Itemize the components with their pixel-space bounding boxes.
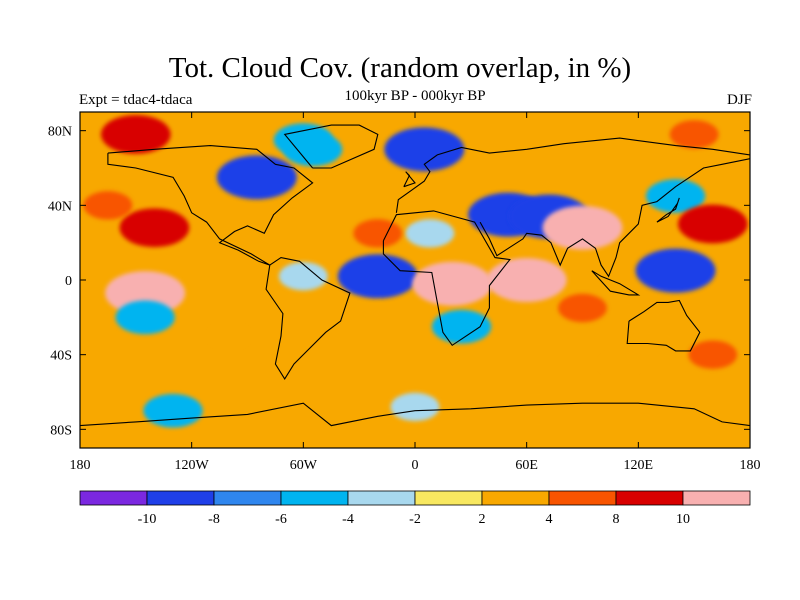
colorbar-swatch-9 [682,490,751,506]
contour-region-28 [431,309,492,344]
lon-tick-label: 60W [290,458,318,473]
colorbar-swatch-0 [79,490,148,506]
contour-region-8 [645,179,706,213]
contour-region-9 [337,254,418,299]
lat-tick-label: 40N [48,199,72,214]
colorbar-label: 4 [546,512,553,527]
contour-region-23 [101,114,171,154]
contour-region-26 [209,324,249,348]
colorbar-label: 10 [676,512,690,527]
coastline-2 [382,210,511,347]
contour-region-15 [115,300,175,335]
contour-region-19 [353,219,403,248]
lat-tick-label: 0 [65,274,72,289]
contour-regions [83,114,748,428]
lon-tick-label: 60E [515,458,538,473]
coastline-9 [591,270,641,296]
contour-region-16 [119,208,190,248]
lon-tick-label: 120E [624,458,654,473]
coastline-6 [283,124,379,169]
contour-region-6 [542,205,623,250]
lon-tick-label: 180 [740,458,761,473]
map-title: Tot. Cloud Cov. (random overlap, in %) [168,52,632,84]
colorbar-swatch-4 [347,490,416,506]
contour-region-3 [384,127,465,172]
contour-region-10 [278,262,328,291]
colorbar-label: -10 [138,512,157,527]
contour-region-2 [273,123,333,157]
colorbar-label: -6 [275,512,287,527]
contour-region-13 [412,261,493,306]
colorbar-swatch-7 [548,490,617,506]
contour-region-21 [143,393,203,428]
colorbar-label: -4 [342,512,354,527]
map-axes: 80N 40N 0 40S 80S 180 120W 60W 0 60E 120E 180 [48,112,761,473]
season-label: DJF [726,92,752,108]
coastline-3 [395,137,750,213]
coastlines [80,124,750,427]
lon-tick-label: 180 [70,458,91,473]
contour-region-22 [390,392,440,422]
colorbar-swatch-1 [146,490,215,506]
coastline-7 [80,402,750,427]
contour-region-17 [83,191,133,220]
coastline-0 [107,145,314,266]
colorbar-label: -2 [409,512,421,527]
contour-region-25 [600,352,639,376]
contour-region-24 [669,120,719,149]
lat-tick-label: 80N [48,125,72,140]
contour-field [80,112,750,448]
contour-region-0 [216,155,297,200]
lat-tick-label: 80S [50,423,72,438]
contour-region-20 [558,293,607,323]
coastline-10 [656,197,680,223]
colorbar-swatch-3 [280,490,349,506]
coastline-4 [479,158,750,278]
period-label: 100kyr BP - 000kyr BP [344,88,486,104]
colorbar-swatch-2 [213,490,282,506]
contour-region-27 [688,340,738,369]
colorbar-swatch-6 [481,490,550,506]
colorbar-label: 8 [613,512,620,527]
coastline-8 [403,171,416,188]
experiment-label: Expt = tdac4-tdaca [79,92,193,108]
colorbar-swatch-8 [615,490,684,506]
lat-tick-label: 40S [50,349,72,364]
contour-region-7 [635,248,716,293]
colorbar-label: 2 [479,512,486,527]
colorbar: -10 -8 -6 -4 -2 2 4 8 10 [79,490,751,527]
contour-region-11 [405,219,455,248]
coastline-1 [265,257,351,380]
colorbar-label: -8 [208,512,220,527]
lon-tick-label: 120W [175,458,210,473]
colorbar-swatch-5 [414,490,483,506]
contour-region-14 [105,271,186,316]
contour-region-18 [677,204,748,244]
coastline-5 [626,299,701,352]
contour-region-12 [486,258,567,302]
lon-tick-label: 0 [412,458,419,473]
